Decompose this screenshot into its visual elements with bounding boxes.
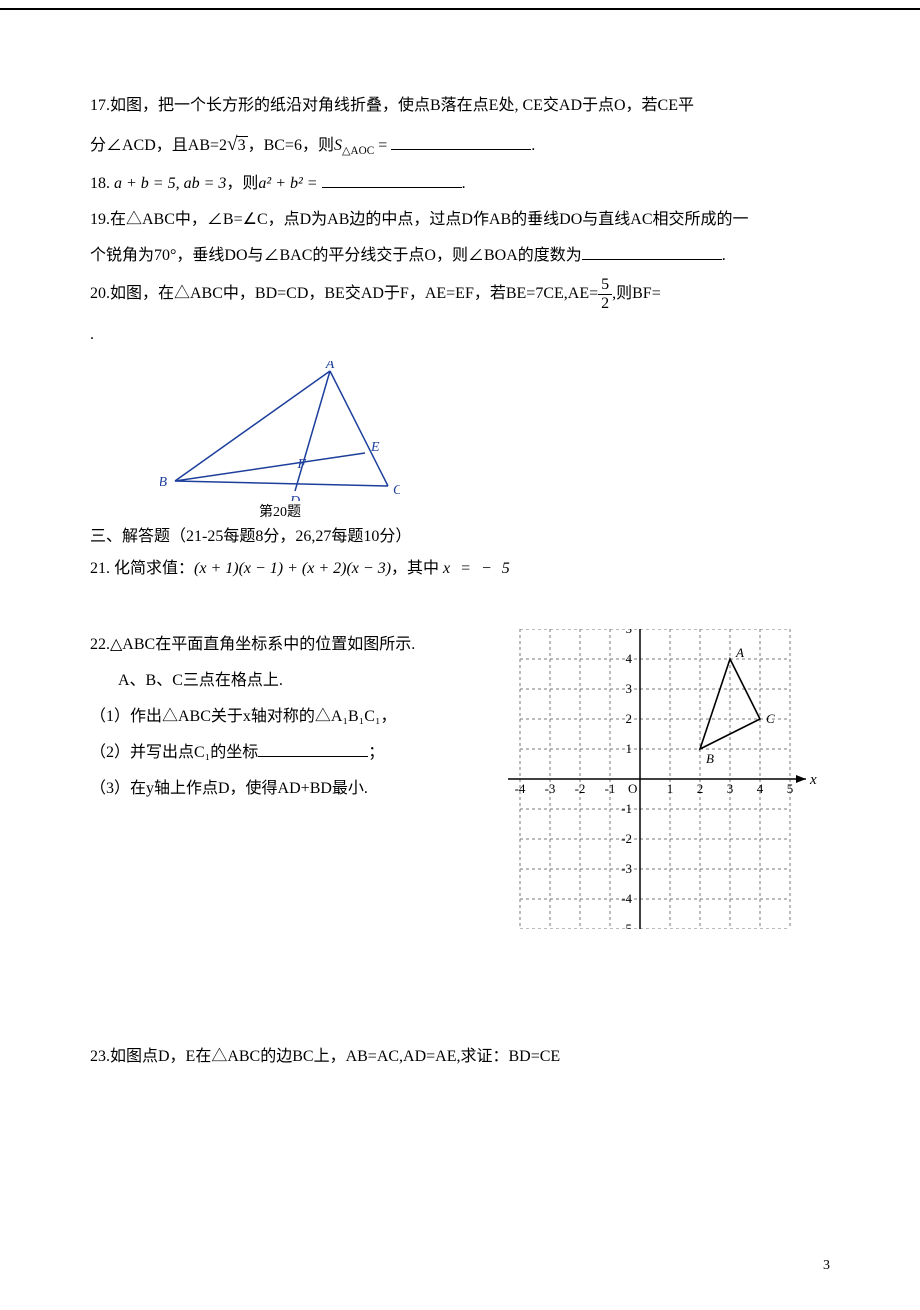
q21-mid: ，其中 [391,560,439,577]
q17-b-pre: 分∠ACD，且AB=2 [90,137,227,154]
q22-right: xyO-4-3-2-11234512345-1-2-3-4-5ABC [490,629,830,941]
q23-num: 23. [90,1048,110,1065]
svg-text:4: 4 [626,651,633,666]
q19-blank [582,244,722,260]
q20-figure-wrap: A B C D E F [160,361,830,501]
spacer-2 [90,941,830,1041]
q18-expr-b: a² + b² = [258,175,317,192]
q22-p1: （1）作出△ABC关于x轴对称的△A₁B₁C₁， [90,701,480,733]
q20-caption: 第20题 [160,505,400,522]
q20-num: 20. [90,285,110,302]
q22: 22.△ABC在平面直角坐标系中的位置如图所示. A、B、C三点在格点上. （1… [90,629,830,941]
q18: 18. a + b = 5, ab = 3，则a² + b² = . [90,168,830,200]
svg-text:C: C [393,483,400,498]
q18-blank [322,172,462,188]
section-3-header: 三、解答题（21-25每题8分，26,27每题10分） [90,521,830,553]
q22-p2b: ； [368,744,384,761]
q17-text-a: 如图，把一个长方形的纸沿对角线折叠，使点B落在点E处, CE交AD于点O，若CE… [110,97,694,114]
page-number: 3 [823,1252,830,1280]
cursor-icon [415,536,419,540]
q18-post: . [462,175,466,192]
svg-text:3: 3 [727,781,734,796]
q17-b-mid: ，BC=6，则 [248,137,334,154]
q20-frac-num: 5 [598,276,612,295]
q21: 21. 化简求值：(x + 1)(x − 1) + (x + 2)(x − 3)… [90,553,830,585]
q20-frac: 52 [598,276,612,312]
q20-figure: A B C D E F [160,361,400,501]
svg-text:F: F [296,457,306,472]
svg-text:-1: -1 [621,801,632,816]
q21-num: 21. [90,560,110,577]
svg-text:5: 5 [787,781,794,796]
q17-eq: = [374,137,391,154]
q20-text-a: 如图，在△ABC中，BD=CD，BE交AD于F，AE=EF，若BE=7CE,AE… [110,285,598,302]
q18-expr-a: a + b = 5, ab = 3 [114,175,226,192]
svg-text:3: 3 [626,681,633,696]
q19-line1: 在△ABC中，∠B=∠C，点D为AB边的中点，过点D作AB的垂线DO与直线AC相… [110,211,749,228]
svg-text:-2: -2 [575,781,586,796]
svg-text:-1: -1 [605,781,616,796]
q17-sqrt-val: 3 [236,136,248,154]
svg-text:O: O [628,781,637,796]
q22-line1-wrap: 22.△ABC在平面直角坐标系中的位置如图所示. [90,629,480,661]
q22-line1: △ABC在平面直角坐标系中的位置如图所示. [110,636,415,653]
q17-post: . [531,137,535,154]
q19: 19.在△ABC中，∠B=∠C，点D为AB边的中点，过点D作AB的垂线DO与直线… [90,204,830,236]
spacer [90,589,830,629]
q22-p2: （2）并写出点C₁的坐标 ； [90,737,480,769]
svg-text:1: 1 [626,741,633,756]
svg-text:B: B [160,475,167,490]
q21-expr: (x + 1)(x − 1) + (x + 2)(x − 3) [194,560,391,577]
q18-num: 18. [90,175,110,192]
svg-text:4: 4 [757,781,764,796]
sec3-title: 三、解答题（21-25每题8分，26,27每题10分） [90,528,411,545]
q18-mid: ，则 [226,175,258,192]
q17: 17.如图，把一个长方形的纸沿对角线折叠，使点B落在点E处, CE交AD于点O，… [90,90,830,122]
q22-p2a: （2）并写出点C₁的坐标 [90,744,258,761]
svg-text:-3: -3 [545,781,556,796]
q22-blank [258,741,368,757]
q19-line2: 个锐角为70°，垂线DO与∠BAC的平分线交于点O，则∠BOA的度数为. [90,240,830,272]
q22-p3: （3）在y轴上作点D，使得AD+BD最小. [90,773,480,805]
svg-text:2: 2 [626,711,633,726]
q22-num: 22. [90,636,110,653]
svg-text:5: 5 [626,629,633,636]
q17-S-sub: △AOC [342,145,374,157]
svg-text:1: 1 [667,781,674,796]
q19-line2a: 个锐角为70°，垂线DO与∠BAC的平分线交于点O，则∠BOA的度数为 [90,247,582,264]
q20-text-b: ,则BF= [612,285,661,302]
q22-grid-figure: xyO-4-3-2-11234512345-1-2-3-4-5ABC [490,629,830,929]
q23-text: 如图点D，E在△ABC的边BC上，AB=AC,AD=AE,求证：BD=CE [110,1048,560,1065]
svg-text:-3: -3 [621,861,632,876]
q21-cond: x = − 5 [443,560,513,577]
sqrt-icon: √3 [227,126,248,164]
q20: 20.如图，在△ABC中，BD=CD，BE交AD于F，AE=EF，若BE=7CE… [90,276,830,312]
svg-text:B: B [706,751,714,766]
q21-label: 化简求值： [114,560,194,577]
q19-num: 19. [90,211,110,228]
svg-text:-5: -5 [621,921,632,929]
svg-text:x: x [809,772,817,788]
page: 17.如图，把一个长方形的纸沿对角线折叠，使点B落在点E处, CE交AD于点O，… [0,8,920,1310]
q20-post: . [90,319,830,351]
svg-text:C: C [766,711,775,726]
q17-line2: 分∠ACD，且AB=2√3，BC=6，则S△AOC = . [90,126,830,164]
svg-text:D: D [289,494,300,501]
svg-text:A: A [735,645,744,660]
svg-text:-4: -4 [515,781,526,796]
q19-line2b: . [722,247,726,264]
svg-text:-4: -4 [621,891,632,906]
svg-text:A: A [325,361,335,372]
q20-frac-den: 2 [598,295,612,313]
q17-S: S [334,137,342,154]
q23: 23.如图点D，E在△ABC的边BC上，AB=AC,AD=AE,求证：BD=CE [90,1041,830,1073]
svg-text:E: E [370,440,380,455]
q22-line2: A、B、C三点在格点上. [90,665,480,697]
svg-text:-2: -2 [621,831,632,846]
svg-text:2: 2 [697,781,704,796]
q17-blank [391,134,531,150]
q17-num: 17. [90,97,110,114]
q22-left: 22.△ABC在平面直角坐标系中的位置如图所示. A、B、C三点在格点上. （1… [90,629,480,809]
